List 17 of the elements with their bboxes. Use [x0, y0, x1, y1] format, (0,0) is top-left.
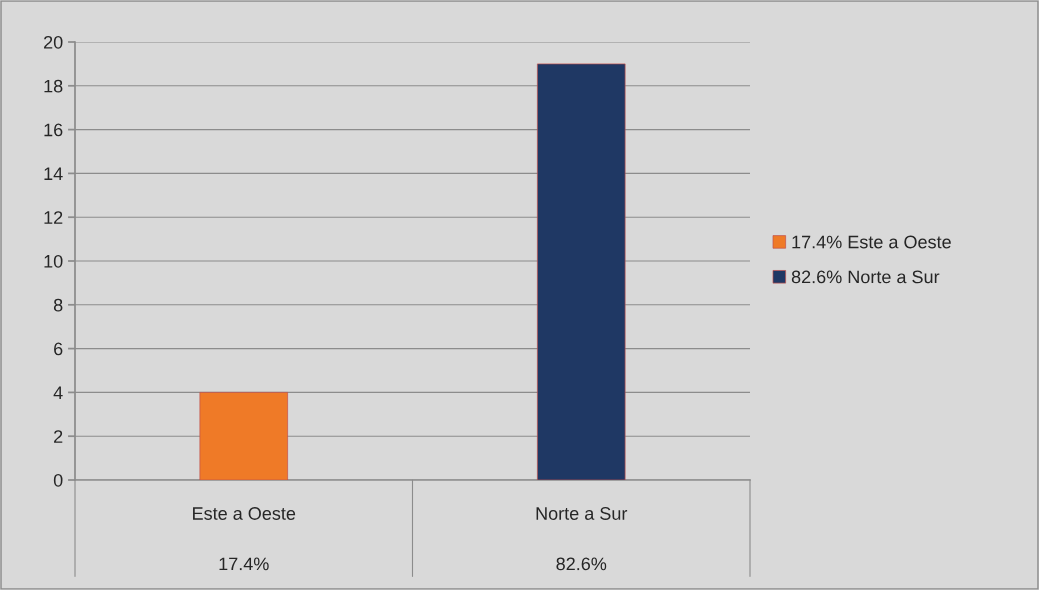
y-tick-label: 14 [44, 167, 63, 180]
y-tick-label: 2 [54, 430, 63, 443]
y-tick-label: 18 [44, 79, 63, 93]
x-tick-label: Este a Oeste [193, 507, 296, 520]
legend-label: 17.4% Este a Oeste [792, 235, 951, 249]
text: 17.4% [219, 557, 269, 571]
y-tick-label: 4 [53, 386, 63, 399]
x-tick-label: Norte a Sur [536, 507, 628, 520]
y-tick-label: 6 [54, 342, 63, 356]
y-tick-label: 20 [44, 35, 63, 49]
y-tick-label: 16 [44, 123, 63, 137]
y-tick-label: 8 [53, 298, 63, 312]
y-tick-label: 12 [44, 211, 63, 224]
text: 82.6% [556, 557, 607, 571]
legend-label: 82.6% Norte a Sur [791, 270, 940, 284]
y-tick-label: 0 [53, 473, 63, 487]
y-tick-label: 10 [44, 254, 63, 268]
